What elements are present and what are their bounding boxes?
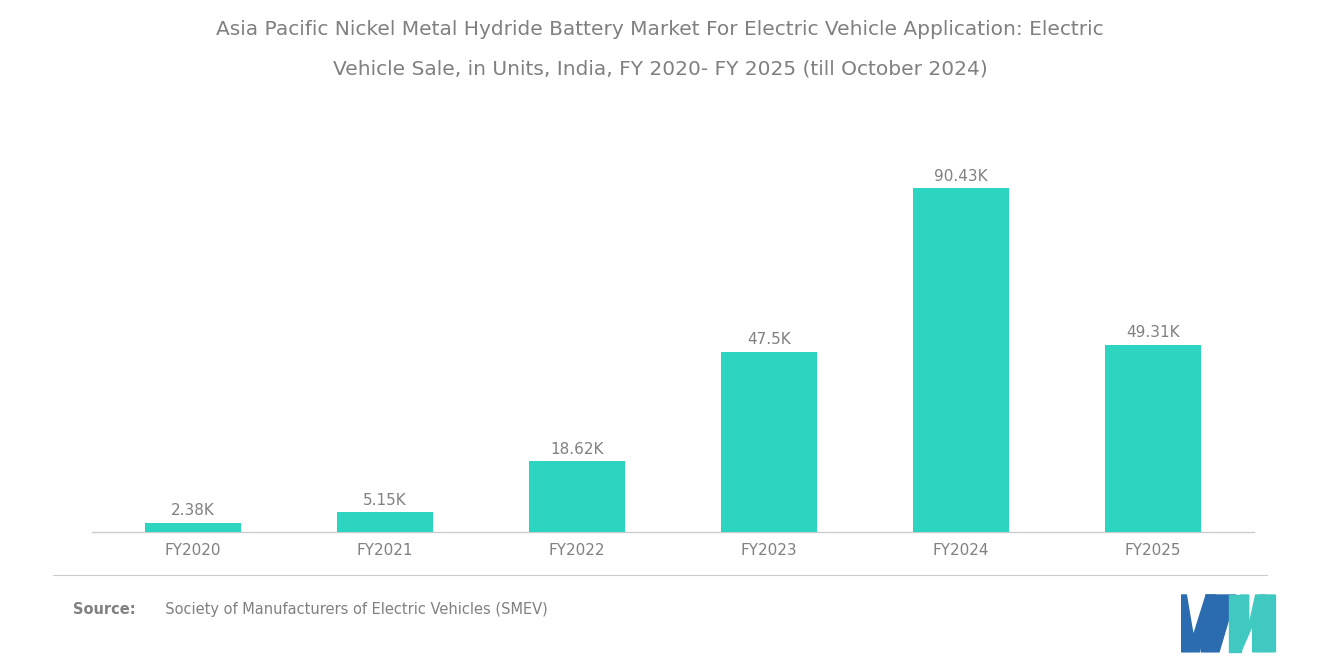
Text: 2.38K: 2.38K	[172, 503, 215, 519]
Polygon shape	[1181, 595, 1216, 652]
Bar	[721, 352, 817, 532]
Text: 5.15K: 5.15K	[363, 493, 407, 508]
Text: Asia Pacific Nickel Metal Hydride Battery Market For Electric Vehicle Applicatio: Asia Pacific Nickel Metal Hydride Batter…	[216, 20, 1104, 39]
Bar	[145, 523, 242, 532]
Polygon shape	[1229, 595, 1241, 652]
Text: Vehicle Sale, in Units, India, FY 2020- FY 2025 (till October 2024): Vehicle Sale, in Units, India, FY 2020- …	[333, 60, 987, 79]
Bar	[529, 462, 626, 532]
Bar	[913, 188, 1010, 532]
Bar	[337, 513, 433, 532]
Bar	[1105, 344, 1201, 532]
Text: 18.62K: 18.62K	[550, 442, 605, 457]
Text: Society of Manufacturers of Electric Vehicles (SMEV): Society of Manufacturers of Electric Veh…	[156, 602, 548, 617]
Text: 47.5K: 47.5K	[747, 332, 791, 347]
Polygon shape	[1201, 595, 1236, 652]
Text: 49.31K: 49.31K	[1126, 325, 1180, 340]
Polygon shape	[1253, 595, 1275, 652]
Text: Source:: Source:	[73, 602, 135, 617]
Polygon shape	[1241, 595, 1266, 652]
Text: 90.43K: 90.43K	[935, 169, 987, 184]
